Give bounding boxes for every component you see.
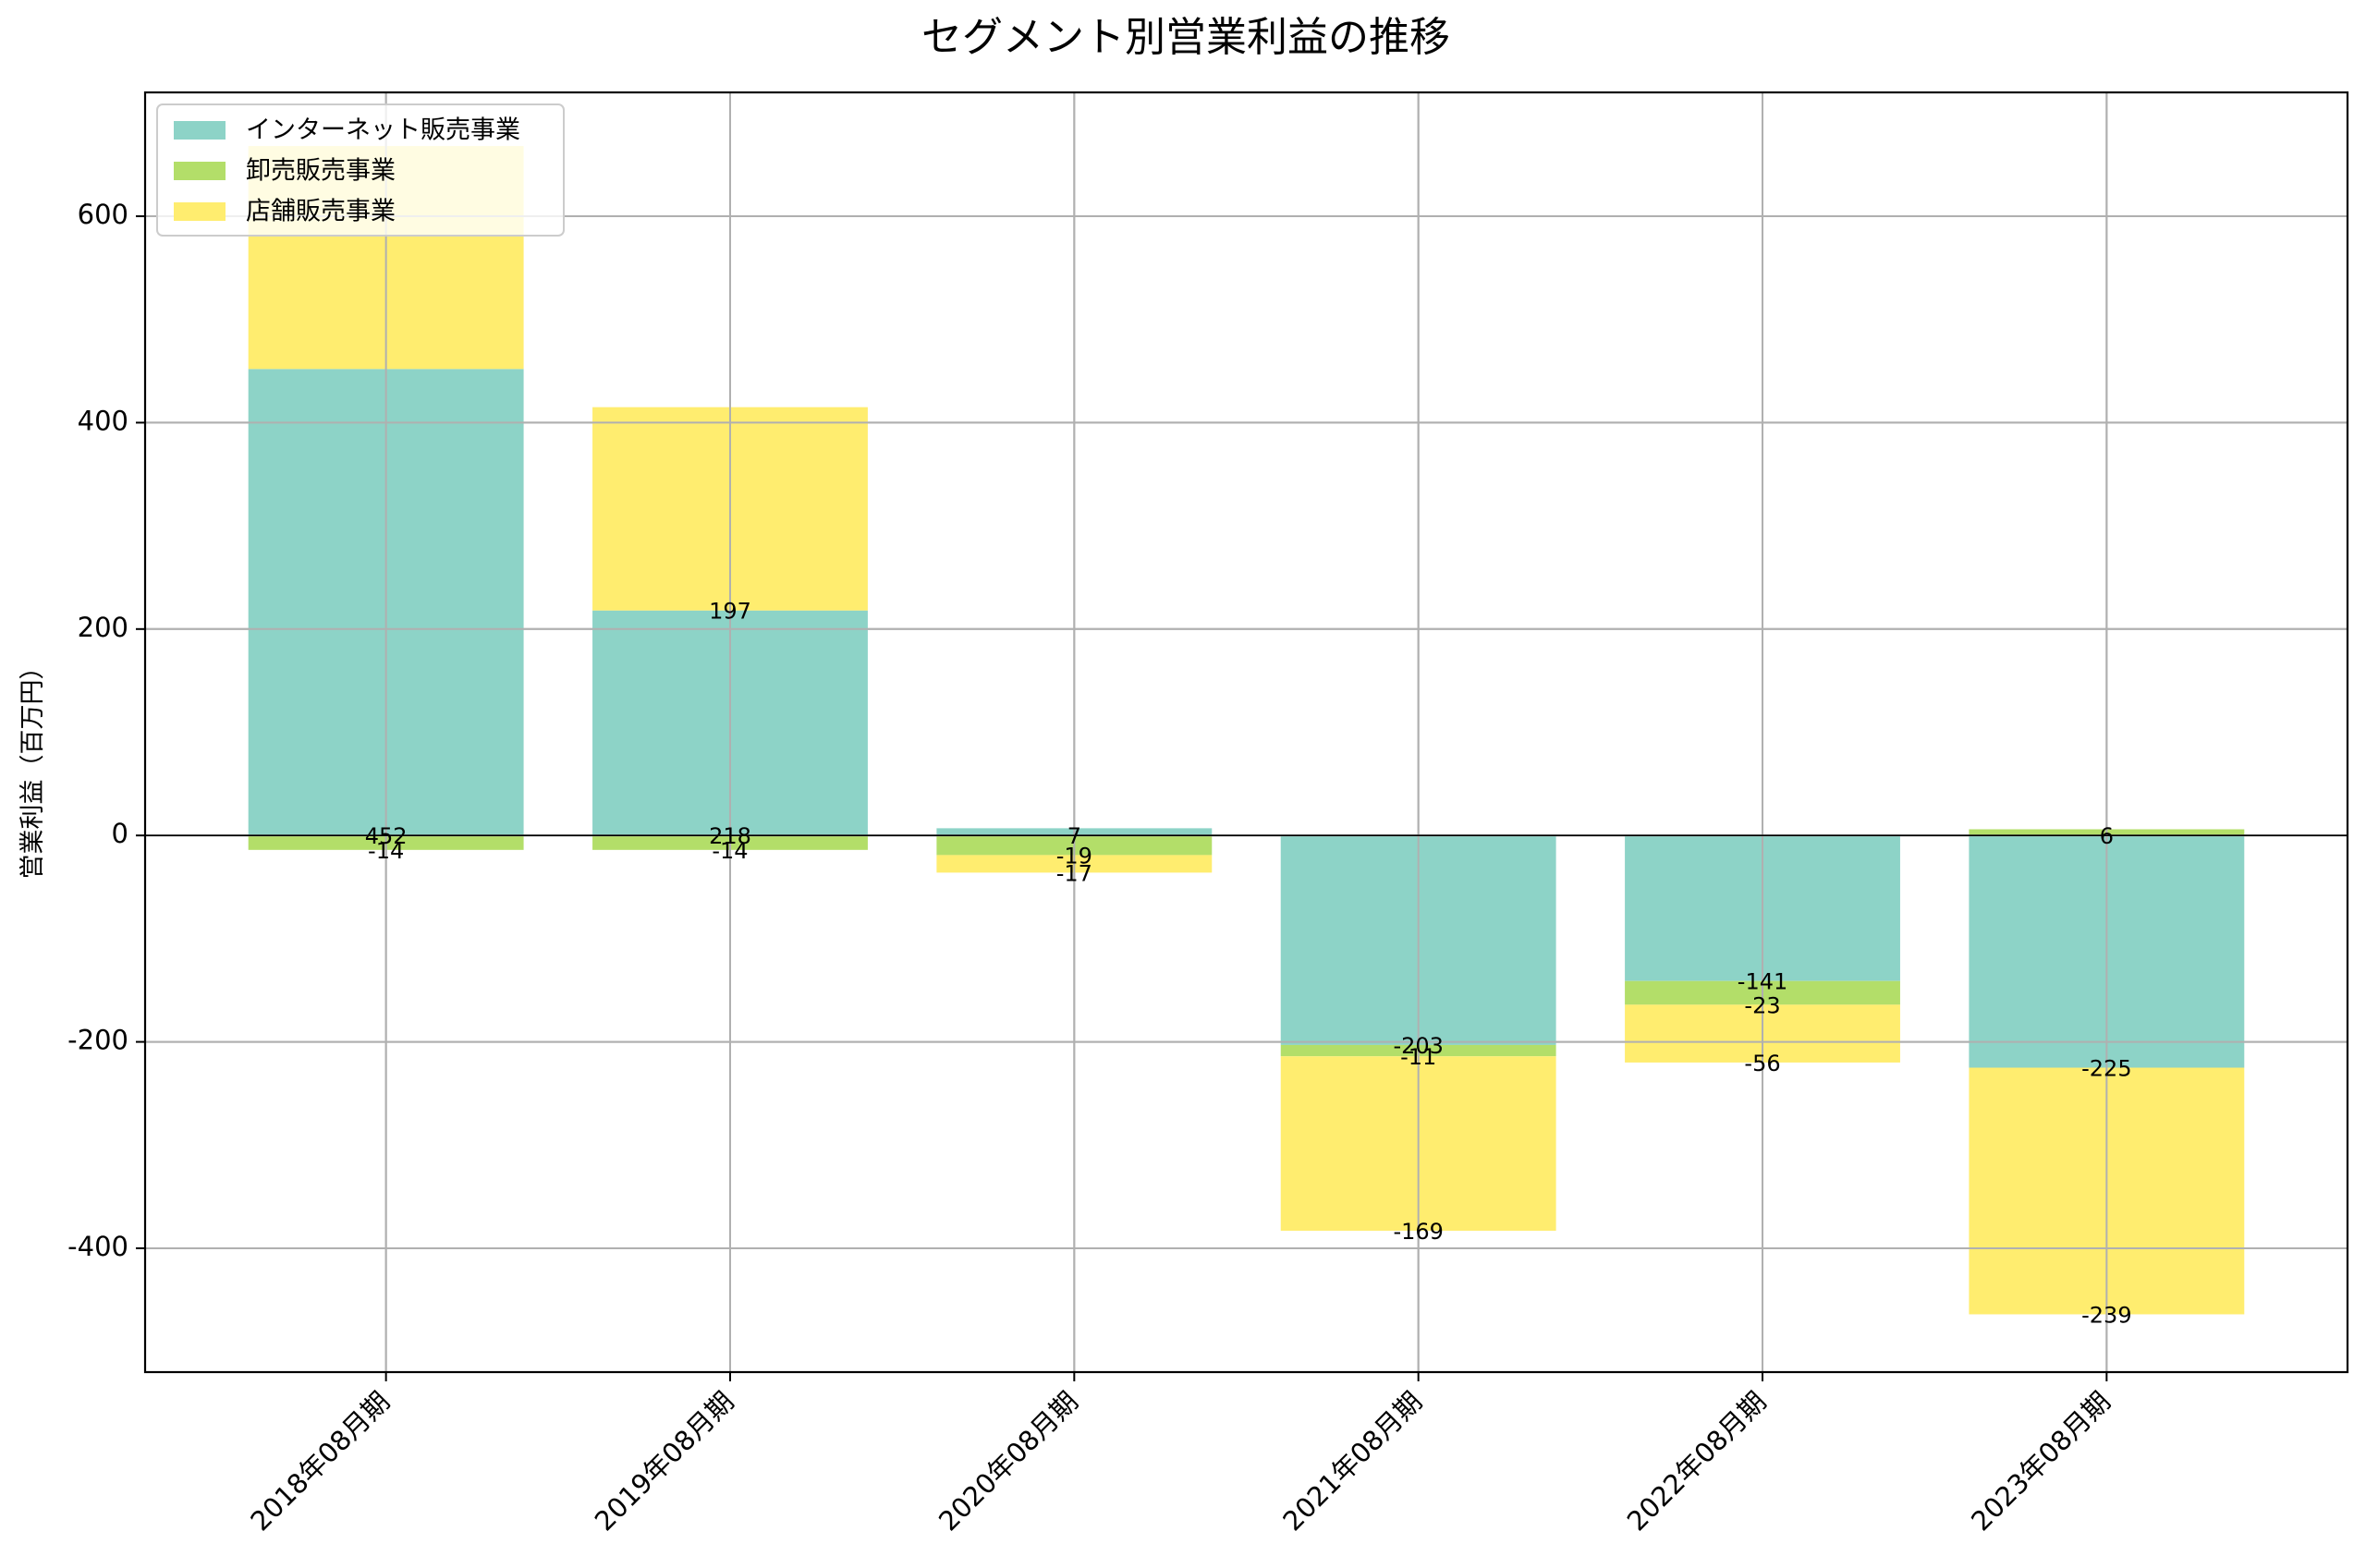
bar-label-1-1: -14 [712, 838, 748, 864]
legend-label-1: 卸売販売事業 [246, 157, 396, 186]
bar-label-0-2: 7 [1067, 823, 1081, 849]
bar-label-0-1: 218 [709, 823, 751, 849]
bar-label-2-1: 197 [709, 599, 751, 625]
y-tick-label-2: 0 [112, 818, 128, 849]
bar-label-1-2: -19 [1056, 843, 1092, 869]
bar-label-2-5: -239 [2081, 1302, 2131, 1328]
bars [145, 92, 2348, 1372]
legend-box [156, 103, 565, 237]
bar-label-1-4: -23 [1744, 992, 1780, 1018]
legend-swatch-1 [174, 162, 226, 180]
legend-label-2: 店舗販売事業 [246, 198, 396, 226]
bar-label-0-4: -141 [1738, 969, 1787, 995]
y-tick-label-0: -400 [67, 1231, 128, 1262]
legend-swatch-0 [174, 121, 226, 140]
bar-label-0-5: -225 [2081, 1056, 2131, 1082]
bar-label-0-0: 452 [365, 823, 408, 849]
bar-label-1-5: 6 [2100, 823, 2114, 849]
bar-label-2-4: -56 [1744, 1051, 1780, 1076]
bar-label-1-3: -11 [1400, 1044, 1436, 1070]
chart-title: セグメント別営業利益の推移 [921, 14, 1450, 61]
bar-label-2-2: -17 [1056, 860, 1092, 886]
y-tick-label-3: 200 [78, 612, 128, 643]
legend-label-0: インターネット販売事業 [246, 116, 520, 145]
y-tick-label-4: 400 [78, 405, 128, 436]
axes-frame [143, 91, 2349, 1374]
bar-label-1-0: -14 [368, 838, 404, 864]
bar-label-2-3: -169 [1393, 1219, 1443, 1245]
bar-label-0-3: -203 [1393, 1033, 1443, 1059]
y-axis-label: 営業利益（百万円） [18, 655, 47, 880]
bar-value-labels: 452 218 7 -203 -141 -225 -14 -14 -19 -11 -23 6 197 -1… [365, 599, 2132, 1329]
y-tick-label-5: 600 [78, 199, 128, 230]
legend-swatch-2 [174, 202, 226, 221]
y-tick-label-1: -200 [67, 1025, 128, 1056]
